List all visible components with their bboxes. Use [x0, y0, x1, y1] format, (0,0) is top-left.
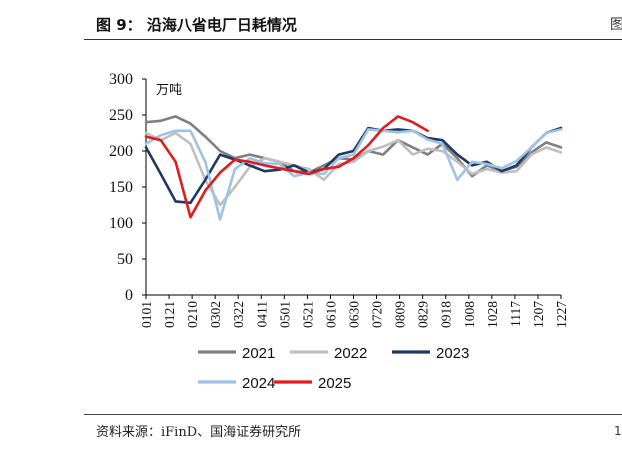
x-tick-label: 0630 [347, 301, 362, 328]
x-tick-label: 0720 [370, 301, 385, 328]
series-lines [144, 115, 563, 221]
legend-label-2022: 2022 [334, 345, 367, 362]
x-tick-label: 0322 [231, 301, 246, 328]
series-line-2024 [144, 128, 563, 221]
x-tick-label: 0501 [277, 301, 292, 328]
x-tick-label: 1008 [462, 301, 477, 328]
footer-divider [84, 414, 622, 415]
x-tick-label: 1028 [485, 301, 500, 328]
y-tick-label: 150 [109, 179, 133, 196]
series-line-2025 [144, 115, 429, 219]
legend-label-2023: 2023 [436, 345, 469, 362]
x-tick-label: 0918 [439, 301, 454, 328]
x-tick-label: 0809 [393, 301, 408, 328]
cropped-edge-text-bottom: 1 [614, 424, 622, 438]
figure-header: 图 9： 沿海八省电厂日耗情况 [84, 6, 622, 38]
legend-label-2021: 2021 [242, 345, 275, 362]
x-tick-label: 0121 [162, 301, 177, 328]
y-axis-unit-label: 万吨 [156, 83, 182, 98]
legend-label-2025: 2025 [318, 375, 351, 392]
x-tick-label: 0521 [300, 301, 315, 328]
legend-label-2024: 2024 [242, 375, 275, 392]
chart-axes [142, 78, 562, 299]
chart-legend: 2021 2022 2023 2024 2025 [198, 345, 469, 392]
y-tick-label: 50 [117, 251, 133, 268]
x-tick-label: 0101 [139, 301, 154, 328]
x-tick-label: 1207 [531, 301, 546, 328]
y-tick-label: 300 [109, 71, 133, 88]
cropped-edge-text: 图 [610, 17, 622, 33]
x-tick-label: 1117 [508, 301, 523, 327]
y-tick-label: 250 [109, 107, 133, 124]
y-tick-label: 0 [125, 287, 133, 304]
source-note: 资料来源：iFinD、国海证券研究所 [96, 425, 302, 440]
header-divider [84, 39, 622, 40]
y-tick-label: 200 [109, 143, 133, 160]
x-tick-label: 0829 [416, 301, 431, 328]
figure-title: 图 9： 沿海八省电厂日耗情况 [96, 16, 297, 34]
x-tick-label: 0411 [254, 301, 269, 328]
x-tick-label: 0210 [185, 301, 200, 328]
x-tick-label: 1227 [554, 301, 569, 328]
x-tick-label: 0610 [323, 301, 338, 328]
y-tick-label: 100 [109, 215, 133, 232]
x-tick-label: 0302 [208, 301, 223, 328]
y-axis-tick-labels: 0 50 100 150 200 250 300 [109, 71, 133, 304]
x-axis-tick-labels: 0101 0121 0210 0302 0322 0411 0501 0521 0610 0630… [139, 301, 569, 328]
